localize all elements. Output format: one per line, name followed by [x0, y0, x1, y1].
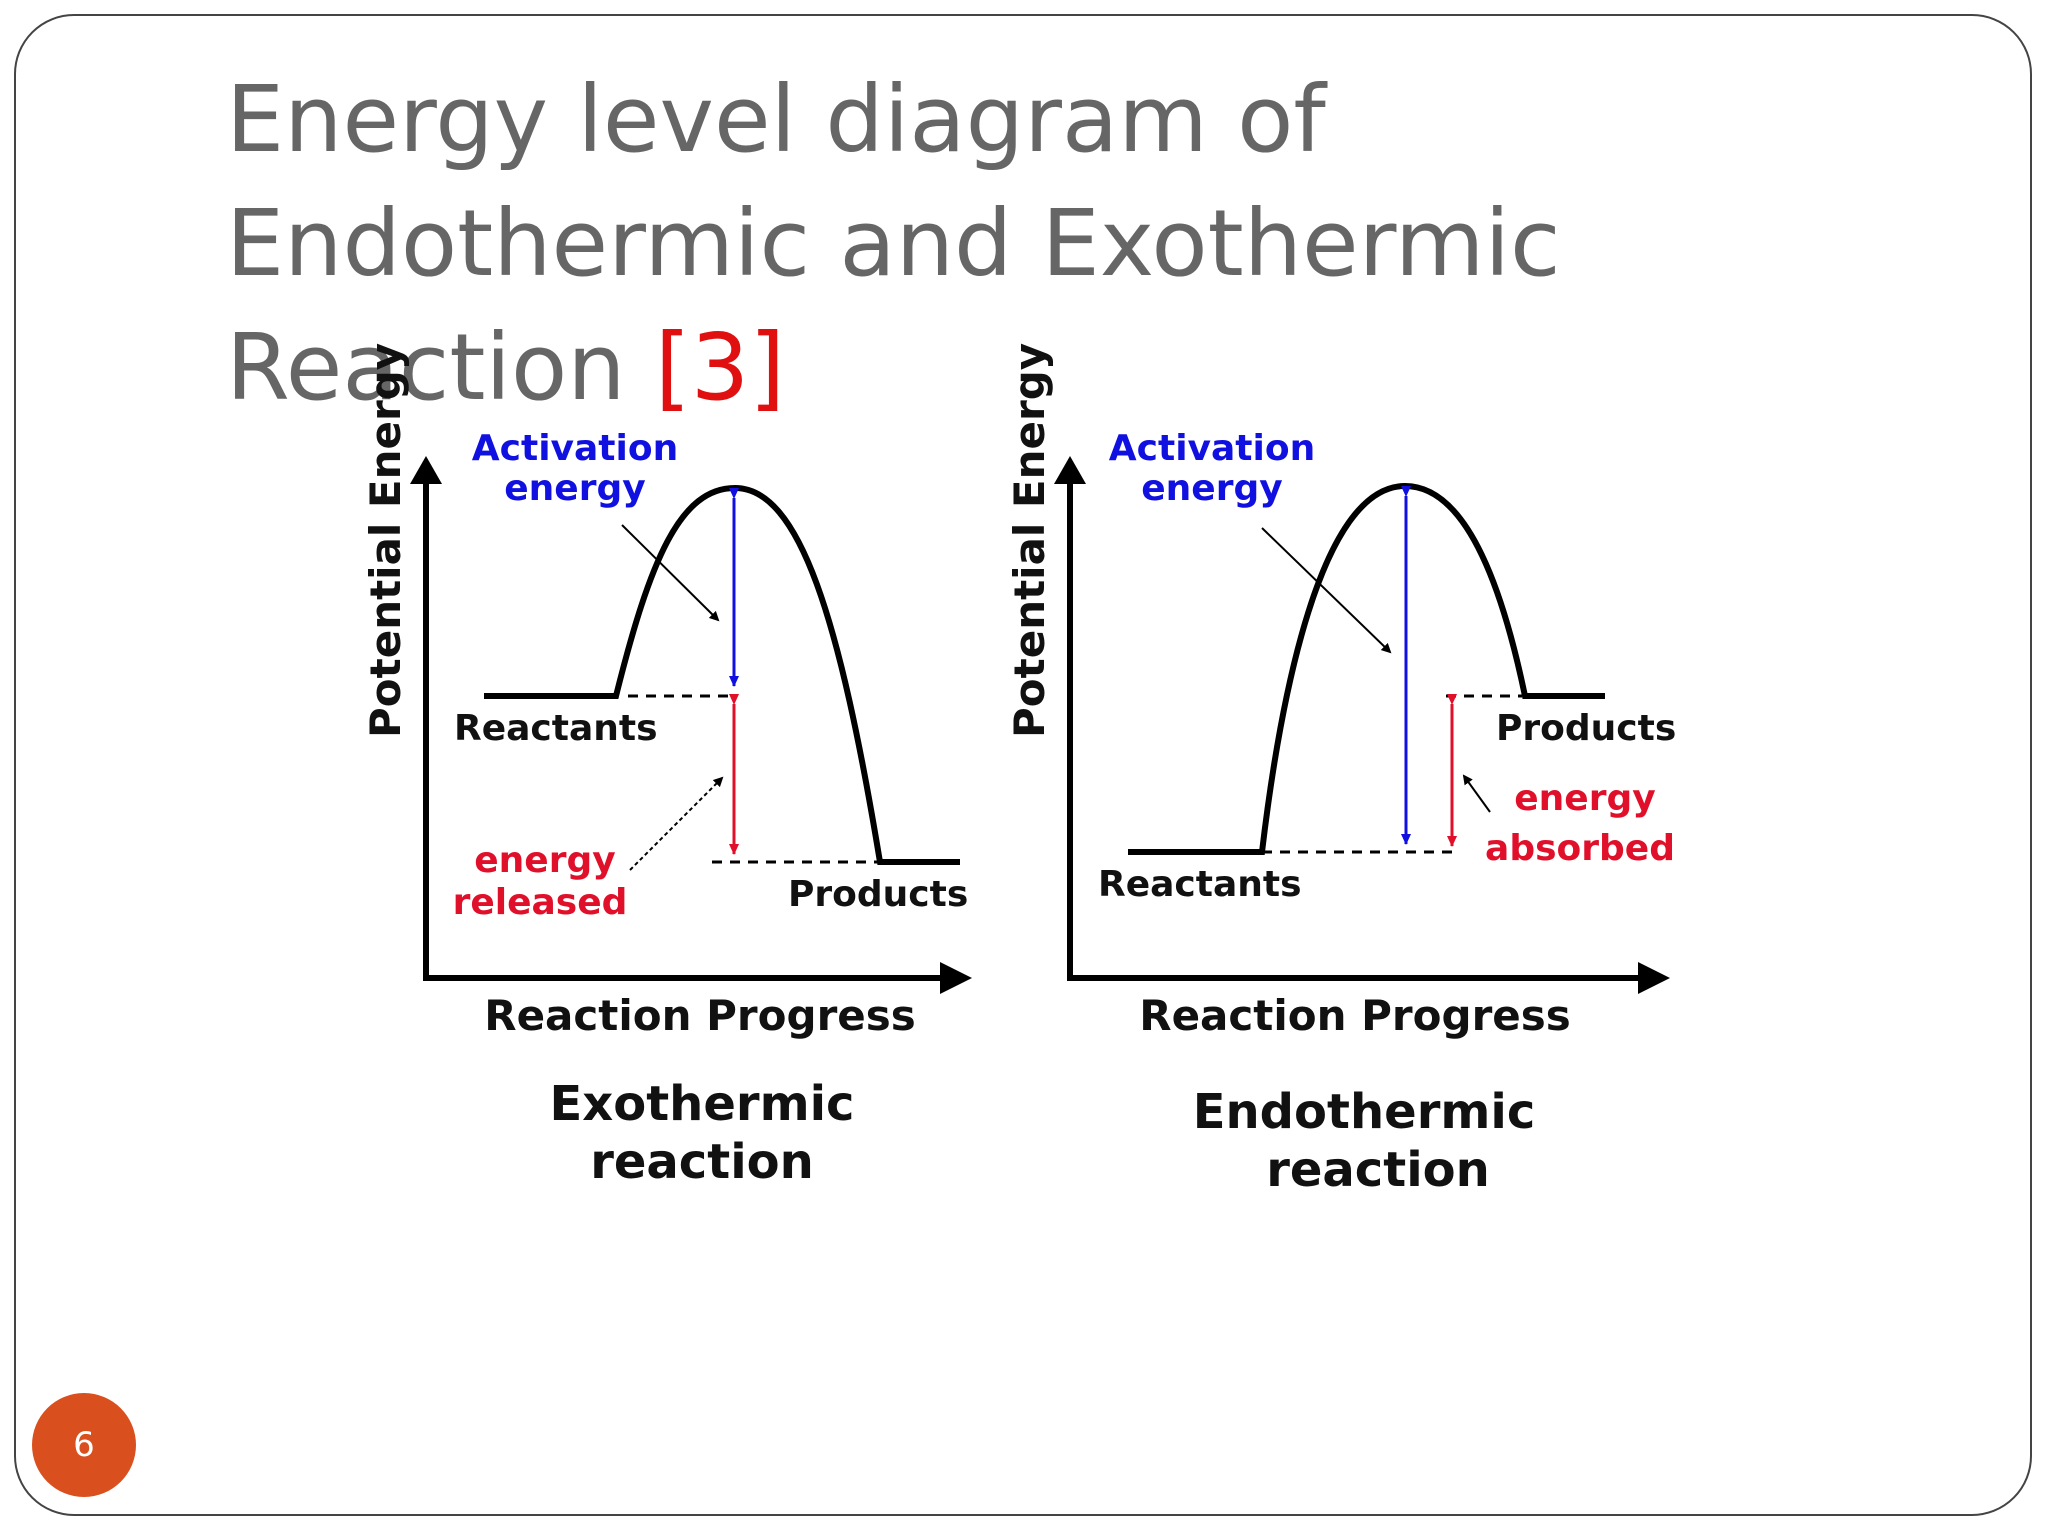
endo-energy-curve — [1128, 482, 1605, 855]
exo-activation-pointer — [621, 524, 720, 622]
exo-x-axis-label: Reaction Progress — [484, 991, 916, 1040]
endo-activation-label-1: Activation — [1109, 428, 1315, 469]
endo-y-axis-arrowhead — [1054, 456, 1086, 484]
exo-x-axis-arrowhead — [940, 962, 972, 994]
endo-reactants-label: Reactants — [1098, 864, 1302, 905]
endo-energy-change-label-1: energy — [1514, 778, 1655, 819]
title-text: Energy level diagram of Endothermic and … — [226, 66, 1561, 421]
endo-activation-pointer — [1261, 527, 1392, 654]
slide-frame — [14, 14, 2032, 1516]
endo-caption-1: Endothermic — [1193, 1084, 1536, 1140]
exo-caption-2: reaction — [590, 1134, 814, 1190]
exo-activation-label-2: energy — [504, 468, 645, 509]
endo-caption-2: reaction — [1266, 1142, 1490, 1198]
exo-activation-label-1: Activation — [472, 428, 678, 469]
slide-title: Energy level diagram of Endothermic and … — [226, 58, 1926, 430]
endo-products-label: Products — [1496, 708, 1676, 749]
exo-products-label: Products — [788, 874, 968, 915]
exo-energy-change-label-2: released — [453, 882, 628, 923]
endo-energy-change-label-2: absorbed — [1485, 828, 1675, 869]
exo-energy-pointer — [629, 776, 724, 871]
endo-x-axis-arrowhead — [1638, 962, 1670, 994]
slide-number-badge: 6 — [32, 1393, 136, 1497]
exo-reactants-label: Reactants — [454, 708, 658, 749]
endothermic-diagram: Activation energy Reactants Products ene… — [1005, 343, 1676, 1198]
exo-y-axis-label: Potential Energy — [361, 343, 410, 738]
title-reference: [3] — [654, 314, 786, 421]
exo-y-axis-arrowhead — [410, 456, 442, 484]
endo-energy-pointer — [1462, 774, 1491, 813]
exo-energy-curve — [484, 484, 960, 865]
endo-activation-label-2: energy — [1141, 468, 1282, 509]
endo-y-axis-label: Potential Energy — [1005, 343, 1054, 738]
exo-caption-1: Exothermic — [550, 1076, 855, 1132]
endo-x-axis-label: Reaction Progress — [1139, 991, 1571, 1040]
exo-energy-change-label-1: energy — [474, 840, 615, 881]
exothermic-diagram: Activation energy Reactants Products ene… — [361, 343, 972, 1190]
